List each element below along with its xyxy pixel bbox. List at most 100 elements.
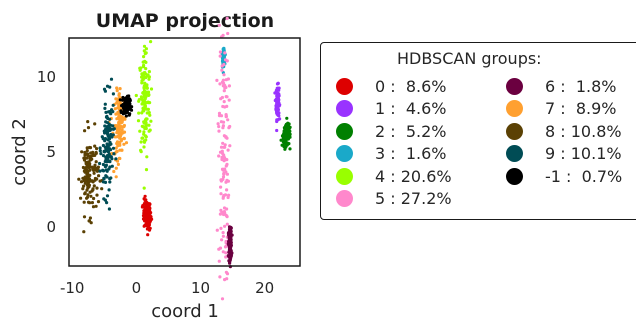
data-point <box>147 129 151 133</box>
data-point <box>222 83 226 87</box>
data-point <box>114 112 118 116</box>
data-point <box>108 180 112 184</box>
data-point <box>94 166 98 170</box>
data-point <box>96 165 100 169</box>
data-point <box>118 148 122 152</box>
legend-entry: -1 : 0.7% <box>506 165 622 187</box>
data-point <box>230 233 234 237</box>
data-point <box>225 215 229 219</box>
data-point <box>116 162 120 166</box>
data-point <box>92 184 96 188</box>
data-point <box>283 147 287 151</box>
legend-entry: 8 : 10.8% <box>506 120 622 142</box>
data-point <box>111 124 115 128</box>
data-point <box>144 107 149 111</box>
data-point <box>217 114 222 118</box>
data-point <box>146 233 150 237</box>
data-point <box>227 225 232 229</box>
data-point <box>142 49 146 53</box>
data-point <box>138 68 142 72</box>
data-point <box>115 86 119 90</box>
data-point <box>221 141 225 145</box>
legend-entry: 0 : 8.6% <box>336 75 446 97</box>
data-point <box>86 120 90 124</box>
data-point <box>89 151 93 155</box>
data-point <box>141 136 145 140</box>
data-point <box>117 120 121 124</box>
data-point <box>90 157 94 161</box>
data-point <box>139 140 143 144</box>
data-point <box>106 124 111 129</box>
data-point <box>145 86 149 90</box>
data-point <box>102 87 107 91</box>
data-point <box>91 187 95 191</box>
data-point <box>225 95 229 99</box>
data-point <box>115 89 119 93</box>
data-point <box>122 142 126 146</box>
data-point <box>147 228 152 232</box>
data-point <box>221 234 225 238</box>
data-point <box>143 126 147 131</box>
data-point <box>274 90 278 94</box>
data-point <box>103 180 108 184</box>
data-point <box>82 230 86 234</box>
data-point <box>220 80 225 84</box>
data-point <box>123 101 128 105</box>
data-point <box>278 117 282 121</box>
data-point <box>87 173 91 177</box>
data-point <box>118 156 122 161</box>
data-point <box>219 145 224 149</box>
data-point <box>94 150 98 155</box>
legend-label: 9 : 10.1% <box>545 144 622 163</box>
data-point <box>221 33 225 38</box>
legend-swatch <box>506 122 523 140</box>
data-point <box>124 114 128 118</box>
x-tick-label: 20 <box>255 279 274 297</box>
data-point <box>217 259 221 263</box>
data-point <box>98 146 102 150</box>
data-point <box>109 77 114 81</box>
data-point <box>220 297 225 301</box>
legend-entry: 4 : 20.6% <box>336 165 452 187</box>
data-point <box>116 144 120 148</box>
data-point <box>82 200 86 204</box>
data-point <box>114 166 118 170</box>
legend-swatch <box>336 167 353 185</box>
data-point <box>104 110 108 114</box>
data-point <box>145 74 150 78</box>
data-point <box>97 174 101 178</box>
data-point <box>142 84 146 88</box>
data-point <box>103 137 107 141</box>
data-point <box>218 275 222 279</box>
data-point <box>109 176 113 180</box>
data-point <box>103 124 107 128</box>
data-point <box>224 180 228 184</box>
legend-label: 8 : 10.8% <box>545 121 622 141</box>
data-point <box>81 187 85 191</box>
data-point <box>222 172 226 176</box>
data-point <box>85 165 89 169</box>
data-point <box>107 207 111 211</box>
data-point <box>82 184 86 188</box>
data-point <box>82 158 87 162</box>
data-point <box>284 137 288 142</box>
data-point <box>111 110 115 114</box>
data-point <box>119 139 123 143</box>
data-point <box>86 126 91 130</box>
data-point <box>228 242 232 247</box>
data-point <box>225 277 229 281</box>
data-point <box>102 129 106 133</box>
data-point <box>112 127 116 131</box>
data-point <box>225 59 229 63</box>
data-point <box>83 129 87 133</box>
data-point <box>105 169 109 173</box>
data-point <box>89 194 93 198</box>
data-point <box>220 238 224 242</box>
legend-title: HDBSCAN groups: <box>397 49 542 68</box>
data-point <box>143 194 147 198</box>
data-point <box>221 196 225 200</box>
data-point <box>275 102 279 107</box>
data-point <box>276 94 280 98</box>
data-point <box>139 95 143 99</box>
data-point <box>219 192 223 196</box>
